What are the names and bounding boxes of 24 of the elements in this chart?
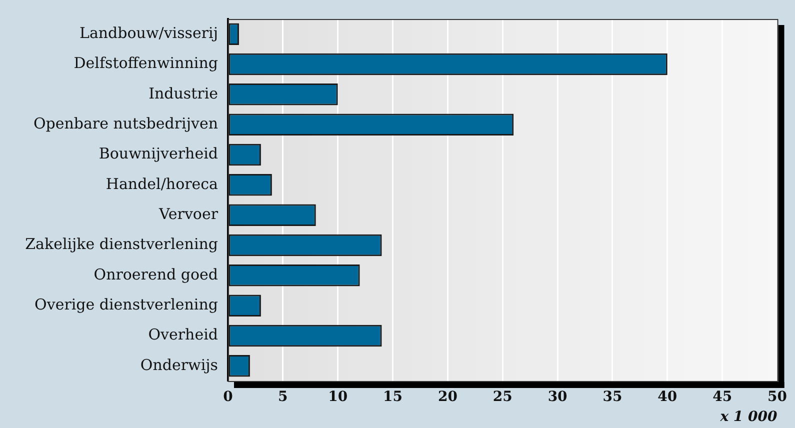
x-tick-label: 15 bbox=[383, 389, 403, 406]
x-tick-label: 20 bbox=[438, 389, 458, 406]
x-tick-label: 50 bbox=[768, 389, 788, 406]
x-tick-label: 40 bbox=[658, 389, 678, 406]
y-tick-label: Overheid bbox=[148, 326, 218, 344]
y-tick-label: Onroerend goed bbox=[94, 265, 218, 284]
y-tick-label: Zakelijke dienstverlening bbox=[25, 235, 218, 254]
y-tick-label: Delfstoffenwinning bbox=[74, 54, 218, 72]
x-axis-title: x 1 000 bbox=[719, 409, 778, 426]
y-tick-label: Vervoer bbox=[158, 204, 219, 223]
y-tick-label: Onderwijs bbox=[140, 356, 218, 374]
x-tick-label: 5 bbox=[278, 389, 288, 406]
y-tick-label: Landbouw/visserij bbox=[79, 24, 218, 42]
x-tick-label: 30 bbox=[548, 389, 568, 406]
y-tick-label: Handel/horeca bbox=[106, 174, 218, 193]
y-tick-label: Bouwnijverheid bbox=[98, 144, 218, 163]
x-tick-label: 0 bbox=[223, 389, 234, 406]
x-tick-label: 10 bbox=[328, 389, 348, 406]
x-tick-label: 35 bbox=[602, 389, 622, 406]
x-tick-label: 45 bbox=[712, 389, 732, 406]
y-tick-label: Openbare nutsbedrijven bbox=[33, 114, 218, 132]
y-tick-label: Industrie bbox=[148, 84, 218, 102]
y-tick-label: Overige dienstverlening bbox=[34, 295, 218, 314]
x-tick-label: 25 bbox=[492, 389, 512, 406]
